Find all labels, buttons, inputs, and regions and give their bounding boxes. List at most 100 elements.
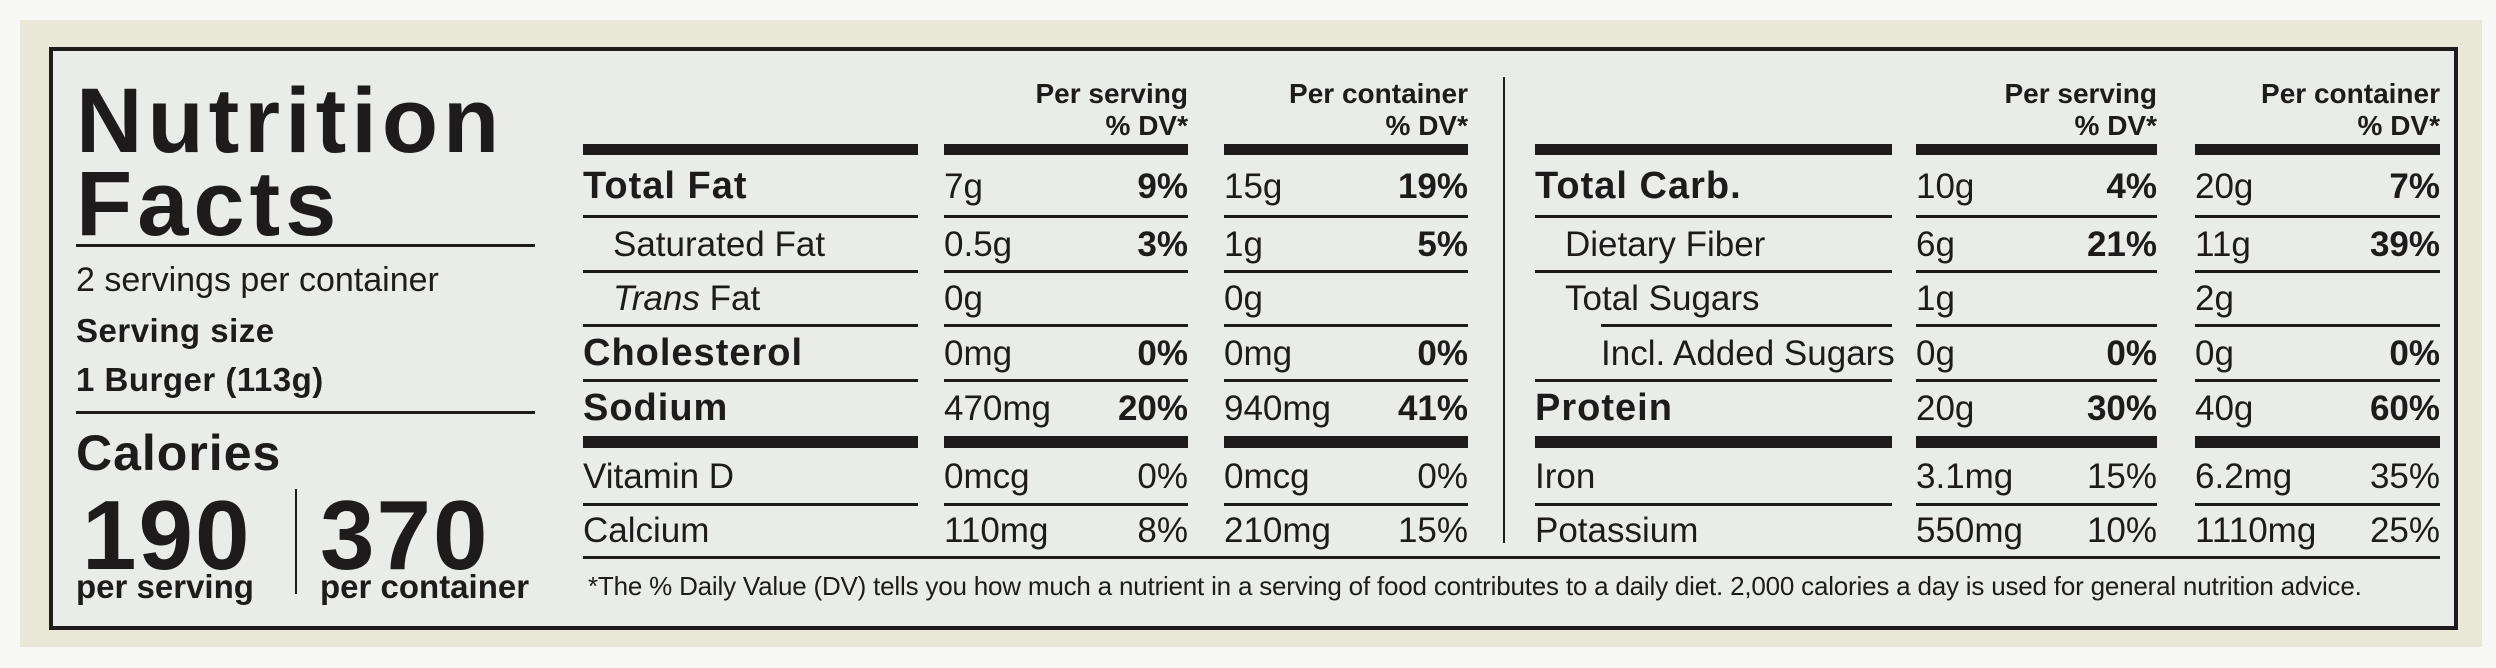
divider bbox=[76, 411, 535, 414]
serving-cell: 7g 9% bbox=[944, 156, 1188, 217]
serving-dv: 10% bbox=[2086, 510, 2157, 550]
row-divider bbox=[583, 215, 918, 218]
row-divider bbox=[1224, 379, 1468, 382]
thick-bar bbox=[1535, 436, 1892, 448]
serving-amount: 110mg bbox=[944, 510, 1049, 550]
serving-dv: 9% bbox=[1137, 166, 1188, 206]
per-container-header: Per container% DV* bbox=[2195, 78, 2440, 142]
row-divider bbox=[583, 503, 918, 506]
row-divider bbox=[944, 503, 1188, 506]
thick-bar bbox=[583, 436, 918, 448]
nutrient-label-text: Incl. Added Sugars bbox=[1601, 333, 1895, 373]
serving-amount: 1g bbox=[1916, 279, 1955, 318]
container-dv: 5% bbox=[1417, 224, 1468, 264]
title-line-2: Facts bbox=[76, 153, 342, 255]
container-cell: 1110mg 25% bbox=[2195, 505, 2440, 556]
container-amount: 6.2mg bbox=[2195, 456, 2293, 496]
row-divider bbox=[583, 379, 918, 382]
serving-cell: 550mg 10% bbox=[1916, 505, 2157, 556]
per-container-header-dv: % DV* bbox=[2357, 110, 2440, 141]
serving-cell: 0.5g 3% bbox=[944, 217, 1188, 272]
nutrient-label: Total Fat bbox=[583, 156, 918, 217]
serving-amount: 470mg bbox=[944, 388, 1052, 428]
per-container-header-dv: % DV* bbox=[1385, 110, 1468, 141]
row-divider bbox=[1916, 503, 2157, 506]
thick-bar bbox=[2195, 436, 2440, 448]
container-cell: 0mg 0% bbox=[1224, 326, 1468, 381]
nutrient-label-text: Dietary Fiber bbox=[1565, 224, 1766, 264]
nutrient-label-text: Vitamin D bbox=[583, 456, 735, 496]
serving-dv: 8% bbox=[1137, 510, 1188, 550]
per-serving-header-title: Per serving bbox=[2004, 78, 2157, 109]
row-divider bbox=[1535, 379, 1892, 382]
nutrient-label: Dietary Fiber bbox=[1565, 217, 1892, 272]
container-cell: 0g 0% bbox=[2195, 326, 2440, 381]
serving-cell: 10g 4% bbox=[1916, 156, 2157, 217]
serving-dv: 4% bbox=[2106, 166, 2157, 206]
container-cell: 210mg 15% bbox=[1224, 505, 1468, 556]
calories-label: Calories bbox=[76, 425, 282, 481]
serving-amount: 20g bbox=[1916, 388, 1975, 428]
container-cell: 15g 19% bbox=[1224, 156, 1468, 217]
row-divider bbox=[944, 270, 1188, 273]
container-dv: 35% bbox=[2369, 456, 2440, 496]
row-divider bbox=[2195, 503, 2440, 506]
container-amount: 0g bbox=[1224, 279, 1263, 318]
nutrient-label: Incl. Added Sugars bbox=[1601, 326, 1895, 381]
serving-cell: 0g 0% bbox=[1916, 326, 2157, 381]
thick-bar bbox=[1916, 144, 2157, 155]
thick-bar bbox=[944, 144, 1188, 155]
serving-cell: 470mg 20% bbox=[944, 381, 1188, 436]
row-divider bbox=[1601, 324, 1892, 327]
serving-cell: 1g bbox=[1916, 272, 2157, 326]
nutrient-label: Saturated Fat bbox=[613, 217, 918, 272]
container-cell: 0g bbox=[1224, 272, 1468, 326]
title-line-1: Nutrition bbox=[76, 70, 505, 172]
per-container-header: Per container% DV* bbox=[1224, 78, 1468, 142]
serving-amount: 0g bbox=[1916, 333, 1955, 373]
container-dv: 39% bbox=[2369, 224, 2440, 264]
container-dv: 25% bbox=[2369, 510, 2440, 550]
container-cell: 11g 39% bbox=[2195, 217, 2440, 272]
serving-amount: 7g bbox=[944, 166, 983, 206]
container-amount: 2g bbox=[2195, 279, 2234, 318]
nutrient-label-text: Total Fat bbox=[583, 165, 748, 207]
thick-bar bbox=[2195, 144, 2440, 155]
footnote: *The % Daily Value (DV) tells you how mu… bbox=[588, 571, 2362, 601]
serving-dv: 0% bbox=[2106, 333, 2157, 373]
thick-bar bbox=[1224, 144, 1468, 155]
serving-dv: 3% bbox=[1137, 224, 1188, 264]
row-divider bbox=[944, 215, 1188, 218]
row-divider bbox=[1535, 270, 1892, 273]
serving-dv: 21% bbox=[2086, 224, 2157, 264]
nutrient-label-text: Calcium bbox=[583, 510, 710, 550]
divider bbox=[76, 244, 535, 247]
container-cell: 2g bbox=[2195, 272, 2440, 326]
row-divider bbox=[2195, 324, 2440, 327]
container-dv: 60% bbox=[2369, 388, 2440, 428]
container-amount: 40g bbox=[2195, 388, 2254, 428]
row-divider bbox=[1535, 215, 1892, 218]
row-divider bbox=[1916, 379, 2157, 382]
nutrient-label: Protein bbox=[1535, 381, 1892, 436]
nutrient-label-text: Protein bbox=[1535, 387, 1673, 429]
serving-dv: 20% bbox=[1117, 388, 1188, 428]
serving-dv: 15% bbox=[2086, 456, 2157, 496]
nutrient-label: Sodium bbox=[583, 381, 918, 436]
container-cell: 20g 7% bbox=[2195, 156, 2440, 217]
row-divider bbox=[1916, 324, 2157, 327]
serving-amount: 3.1mg bbox=[1916, 456, 2014, 496]
container-cell: 940mg 41% bbox=[1224, 381, 1468, 436]
serving-cell: 0mcg 0% bbox=[944, 448, 1188, 505]
footnote-divider bbox=[583, 556, 2440, 559]
nutrient-label: Total Carb. bbox=[1535, 156, 1892, 217]
container-amount: 0mcg bbox=[1224, 456, 1310, 496]
row-divider bbox=[1224, 270, 1468, 273]
row-divider bbox=[1224, 324, 1468, 327]
row-divider bbox=[2195, 379, 2440, 382]
container-amount: 0g bbox=[2195, 333, 2234, 373]
container-cell: 6.2mg 35% bbox=[2195, 448, 2440, 505]
serving-amount: 0mcg bbox=[944, 456, 1030, 496]
serving-dv: 0% bbox=[1137, 333, 1188, 373]
nutrient-label-text: Saturated Fat bbox=[613, 224, 826, 264]
